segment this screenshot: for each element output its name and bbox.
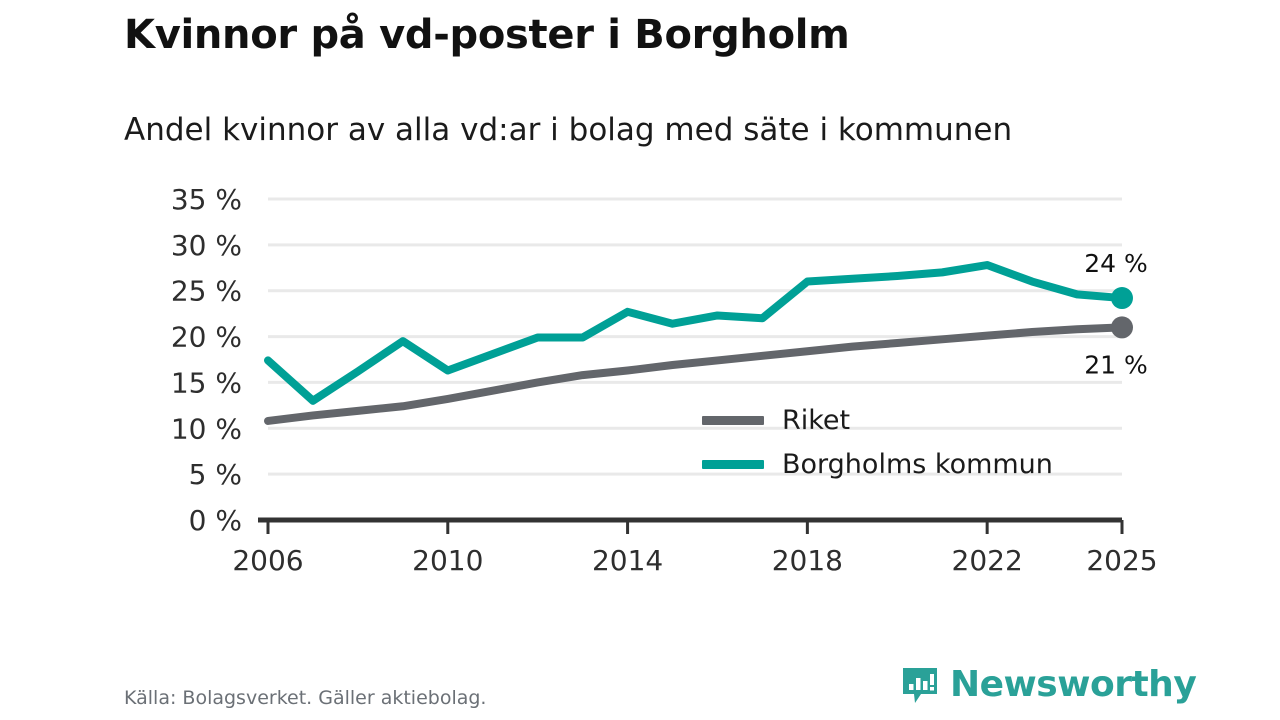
legend-item-borgholms-kommun: Borgholms kommun [702,442,1053,486]
series-line-riket [264,323,1126,425]
x-tick-label: 2010 [412,544,483,577]
legend-label-borgholms-kommun: Borgholms kommun [782,448,1053,480]
y-tick-label: 0 % [189,504,242,537]
newsworthy-logo: Newsworthy [900,664,1197,705]
x-tick-label: 2018 [772,544,843,577]
y-tick-label: 35 % [171,183,242,216]
y-tick-label: 10 % [171,412,242,445]
y-tick-label: 5 % [189,458,242,491]
page-title: Kvinnor på vd-poster i Borgholm [124,12,850,58]
data-series-group [264,261,1133,425]
x-tick-label: 2006 [232,544,303,577]
series-line-borgholms-kommun [264,261,1126,405]
x-tick-label: 2014 [592,544,663,577]
chart-subtitle: Andel kvinnor av alla vd:ar i bolag med … [124,112,1013,148]
legend-label-riket: Riket [782,404,851,436]
x-axis-group: 2006 2010 2014 2018 2022 2025 [232,517,1158,577]
end-value-label-riket: 21 % [1084,350,1148,379]
legend-swatch-riket [702,415,764,425]
y-tick-label: 30 % [171,229,242,262]
x-tick-label: 2022 [952,544,1023,577]
y-axis-tick-labels: 0 % 5 % 10 % 15 % 20 % 25 % 30 % 35 % [171,183,242,537]
source-note: Källa: Bolagsverket. Gäller aktiebolag. [124,687,487,709]
x-tick-label: 2025 [1086,544,1157,577]
series-endpoint-borgholms-kommun [1111,287,1133,310]
end-value-label-borgholms-kommun: 24 % [1084,249,1148,278]
y-tick-label: 15 % [171,366,242,399]
logo-wordmark: Newsworthy [950,664,1197,705]
y-tick-label: 25 % [171,275,242,308]
chart-bubble-icon [900,665,940,705]
legend-swatch-borgholms-kommun [702,459,764,469]
chart-legend: Riket Borgholms kommun [702,398,1053,486]
legend-item-riket: Riket [702,398,1053,442]
y-tick-label: 20 % [171,321,242,354]
series-endpoint-riket [1111,316,1133,339]
end-value-labels-group: 21 % 24 % [1084,249,1148,379]
